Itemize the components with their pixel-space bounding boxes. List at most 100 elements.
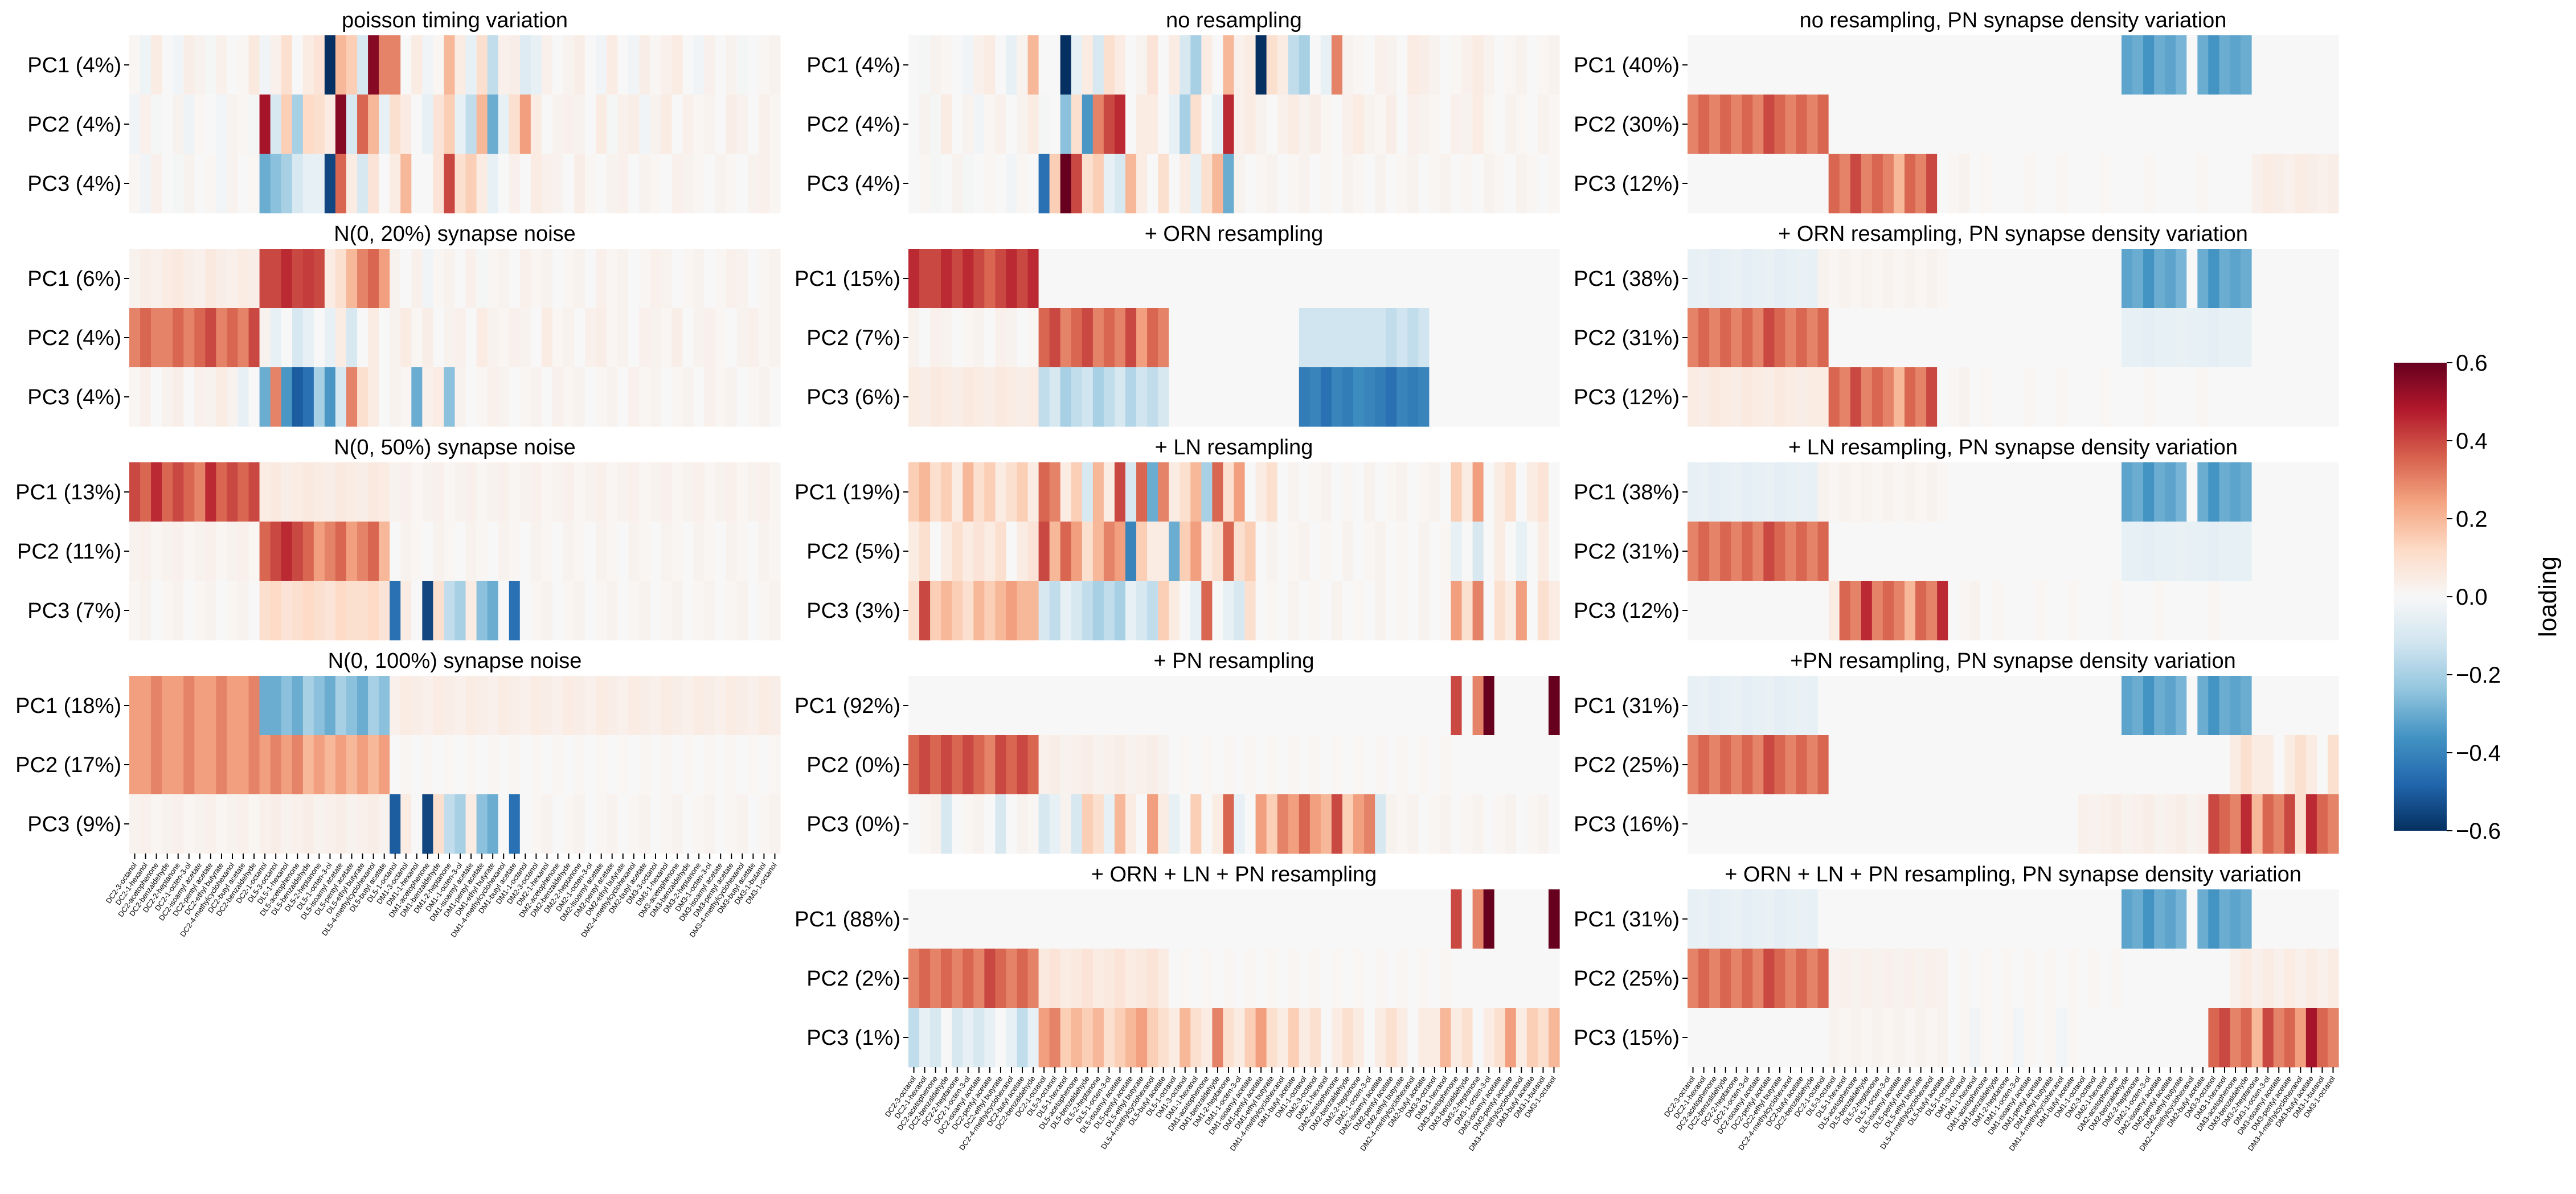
heatmap-cell: [1006, 581, 1018, 641]
heatmap-cell: [2327, 249, 2339, 309]
heatmap-cell: [715, 735, 727, 795]
heatmap-cell: [2316, 794, 2328, 854]
heatmap-cell: [2099, 249, 2111, 309]
heatmap-panel: PC1 (38%)PC2 (31%)PC3 (12%)+ LN resampli…: [1574, 436, 2339, 641]
heatmap-cell: [2132, 522, 2144, 581]
heatmap-cell: [2316, 95, 2328, 154]
heatmap-cell: [1418, 676, 1430, 736]
heatmap-cell: [173, 462, 184, 522]
heatmap-cell: [1505, 889, 1517, 949]
heatmap-cell: [2230, 676, 2242, 736]
heatmap-cell: [1871, 367, 1883, 427]
heatmap-cell: [1158, 889, 1169, 949]
heatmap-cell: [628, 154, 640, 214]
heatmap-cell: [379, 308, 390, 368]
heatmap-cell: [1407, 581, 1419, 641]
heatmap-cell: [995, 154, 1007, 214]
heatmap-cell: [519, 308, 531, 368]
heatmap-cell: [1125, 95, 1137, 154]
heatmap-cell: [2262, 249, 2274, 309]
heatmap-cell: [2002, 889, 2014, 949]
heatmap-cell: [1386, 581, 1397, 641]
heatmap-cell: [1201, 95, 1213, 154]
heatmap-cell: [563, 581, 575, 641]
heatmap-cell: [487, 794, 499, 854]
heatmap-cell: [465, 581, 477, 641]
heatmap-cell: [2143, 462, 2155, 522]
heatmap-cell: [1752, 308, 1764, 368]
heatmap-cell: [444, 676, 456, 736]
heatmap-cell: [2241, 367, 2253, 427]
heatmap-cell: [1915, 794, 1927, 854]
heatmap-cell: [1937, 249, 1948, 309]
heatmap-cell: [368, 367, 379, 427]
heatmap-cell: [1688, 367, 1699, 427]
heatmap-cell: [454, 522, 466, 581]
heatmap-cell: [1288, 462, 1300, 522]
heatmap-cell: [292, 522, 304, 581]
heatmap-cell: [390, 154, 401, 214]
heatmap-cell: [1309, 522, 1321, 581]
heatmap-cell: [2262, 308, 2274, 368]
heatmap-cell: [1060, 735, 1072, 795]
heatmap-cell: [237, 794, 249, 854]
colorbar-tick-label: −0.6: [2456, 819, 2501, 844]
heatmap-cell: [639, 794, 650, 854]
heatmap-cell: [292, 35, 304, 95]
heatmap-cell: [1234, 308, 1246, 368]
heatmap-cell: [2262, 676, 2274, 736]
heatmap-cell: [1364, 889, 1375, 949]
heatmap-cell: [1049, 949, 1061, 1008]
heatmap-cell: [519, 249, 531, 309]
heatmap-cell: [476, 95, 488, 154]
heatmap-cell: [422, 522, 433, 581]
heatmap-cell: [1861, 949, 1873, 1008]
heatmap-cell: [1060, 889, 1072, 949]
heatmap-cell: [1147, 154, 1158, 214]
heatmap-cell: [1461, 35, 1473, 95]
heatmap-cell: [1731, 95, 1742, 154]
heatmap-cell: [1169, 1008, 1180, 1068]
heatmap-cell: [2143, 154, 2155, 214]
heatmap-cell: [259, 676, 271, 736]
heatmap-cell: [1407, 1008, 1419, 1068]
heatmap-cell: [1451, 367, 1463, 427]
heatmap-cell: [747, 676, 759, 736]
heatmap-cell: [563, 35, 575, 95]
heatmap-cell: [671, 735, 683, 795]
heatmap-cell: [1861, 462, 1873, 522]
heatmap-cell: [1201, 522, 1213, 581]
heatmap-cell: [1331, 676, 1343, 736]
heatmap-cell: [908, 308, 920, 368]
heatmap-cell: [1817, 581, 1829, 641]
heatmap-cell: [1092, 95, 1104, 154]
heatmap-cell: [1796, 1008, 1808, 1068]
heatmap-cell: [2176, 889, 2187, 949]
heatmap-cell: [2132, 889, 2144, 949]
heatmap-cell: [1926, 522, 1938, 581]
heatmap-cell: [259, 462, 271, 522]
heatmap-cell: [183, 735, 195, 795]
heatmap-cell: [2295, 522, 2307, 581]
heatmap-cell: [2013, 95, 2025, 154]
heatmap-cell: [1731, 889, 1742, 949]
heatmap-cell: [2197, 35, 2209, 95]
colorbar-tick-label: 0.6: [2456, 351, 2488, 376]
heatmap-cell: [1418, 95, 1430, 154]
heatmap-cell: [1027, 581, 1039, 641]
heatmap-cell: [519, 676, 531, 736]
heatmap-cell: [281, 35, 293, 95]
heatmap-cell: [270, 522, 282, 581]
heatmap-cell: [693, 676, 705, 736]
panel-title: poisson timing variation: [342, 9, 568, 32]
heatmap-cell: [908, 154, 920, 214]
heatmap-cell: [1709, 249, 1721, 309]
heatmap-cell: [2241, 249, 2253, 309]
heatmap-cell: [628, 581, 640, 641]
heatmap-cell: [2034, 95, 2046, 154]
panel-title: N(0, 50%) synapse noise: [334, 436, 576, 459]
heatmap-cell: [411, 676, 423, 736]
heatmap-cell: [1861, 735, 1873, 795]
panel-title: + LN resampling: [1155, 436, 1313, 459]
heatmap-cell: [357, 308, 368, 368]
